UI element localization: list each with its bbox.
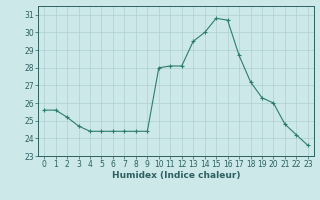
X-axis label: Humidex (Indice chaleur): Humidex (Indice chaleur) [112,171,240,180]
